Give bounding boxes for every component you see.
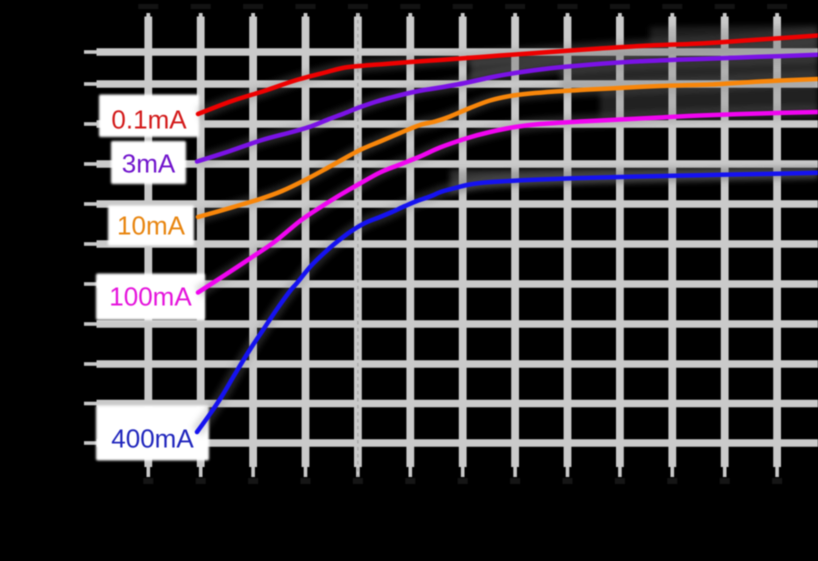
- svg-text:3mA: 3mA: [122, 149, 176, 179]
- svg-text:400mA: 400mA: [111, 424, 194, 454]
- svg-text:0.1mA: 0.1mA: [111, 105, 187, 135]
- svg-text:100mA: 100mA: [109, 282, 192, 312]
- svg-text:10mA: 10mA: [117, 211, 186, 241]
